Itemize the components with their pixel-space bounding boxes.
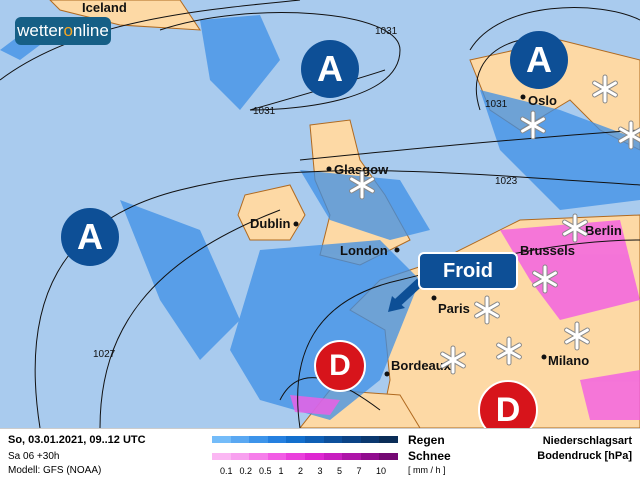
scale-tick: 10 <box>376 466 387 476</box>
land-ireland <box>237 184 306 241</box>
pressure-label: Bodendruck [hPa] <box>537 450 632 462</box>
rain-color-swatch <box>323 436 343 443</box>
rain-color-swatch <box>267 436 287 443</box>
snow-icon <box>560 213 590 243</box>
unit-label: [ mm / h ] <box>408 465 446 475</box>
snow-icon <box>347 170 377 200</box>
froid-callout: Froid <box>418 252 518 290</box>
rain-color-swatch <box>360 436 380 443</box>
snow-scale <box>212 453 398 460</box>
snow-color-swatch <box>212 453 231 460</box>
high-pressure-marker: A <box>301 40 359 98</box>
rain-color-swatch <box>342 436 361 443</box>
city-bordeaux: Bordeaux <box>391 358 451 373</box>
city-dublin: Dublin <box>250 216 291 231</box>
rain-color-swatch <box>212 436 231 443</box>
snow-color-swatch <box>342 453 361 460</box>
snow-label: Schnee <box>408 449 451 463</box>
city-berlin: Berlin <box>585 223 622 238</box>
model-name: Modell: GFS (NOAA) <box>8 465 102 476</box>
low-pressure-marker: D <box>314 340 366 392</box>
isobar-label: 1031 <box>253 106 276 117</box>
city-paris: Paris <box>438 301 470 316</box>
froid-arrow <box>391 278 424 309</box>
scale-tick: 0.1 <box>220 466 233 476</box>
city-milano: Milano <box>548 353 590 368</box>
scale-tick: 1 <box>278 466 284 476</box>
city-iceland: Iceland <box>82 0 127 15</box>
rain-color-swatch <box>230 436 250 443</box>
rain-color-swatch <box>286 436 305 443</box>
snow-icon <box>518 110 548 140</box>
snow-icon <box>616 120 640 150</box>
city-london: London <box>340 243 388 258</box>
city-oslo: Oslo <box>528 93 557 108</box>
snow-color-swatch <box>230 453 250 460</box>
isobar-label: 1031 <box>375 26 398 37</box>
land-iceland <box>49 0 201 31</box>
scale-tick: 2 <box>298 466 304 476</box>
legend-panel: So, 03.01.2021, 09..12 UTC Sa 06 +30h Mo… <box>0 428 640 479</box>
snow-icon <box>562 321 592 351</box>
isobar-label: 1031 <box>485 99 508 110</box>
scale-tick: 3 <box>317 466 323 476</box>
snow-icon <box>438 345 468 375</box>
snow-color-swatch <box>323 453 343 460</box>
snow-color-swatch <box>379 453 398 460</box>
snow-color-swatch <box>267 453 287 460</box>
precip-type-label: Niederschlagsart <box>542 435 632 447</box>
snow-color-swatch <box>360 453 380 460</box>
scale-tick: 5 <box>337 466 343 476</box>
city-brussels: Brussels <box>520 243 575 258</box>
isobar-label: 1023 <box>495 176 518 187</box>
snow-color-swatch <box>304 453 324 460</box>
scale-tick: 0.2 <box>239 466 253 476</box>
forecast-date: So, 03.01.2021, 09..12 UTC <box>8 434 146 446</box>
rain-label: Regen <box>408 433 445 447</box>
high-pressure-marker: A <box>510 31 568 89</box>
scale-tick: 0.5 <box>259 466 272 476</box>
snow-color-swatch <box>286 453 305 460</box>
rain-color-swatch <box>249 436 268 443</box>
model-run: Sa 06 +30h <box>8 451 60 462</box>
snow-icon <box>530 264 560 294</box>
isobar-label: 1027 <box>93 349 116 360</box>
snow-icon <box>590 74 620 104</box>
snow-icon <box>494 336 524 366</box>
high-pressure-marker: A <box>61 208 119 266</box>
snow-color-swatch <box>249 453 268 460</box>
rain-color-swatch <box>304 436 324 443</box>
rain-scale <box>212 436 398 443</box>
snow-icon <box>472 295 502 325</box>
rain-color-swatch <box>379 436 398 443</box>
city-glasgow: Glasgow <box>334 162 389 177</box>
scale-tick: 7 <box>356 466 362 476</box>
wetteronline-logo[interactable]: wetter o nline <box>15 17 111 45</box>
